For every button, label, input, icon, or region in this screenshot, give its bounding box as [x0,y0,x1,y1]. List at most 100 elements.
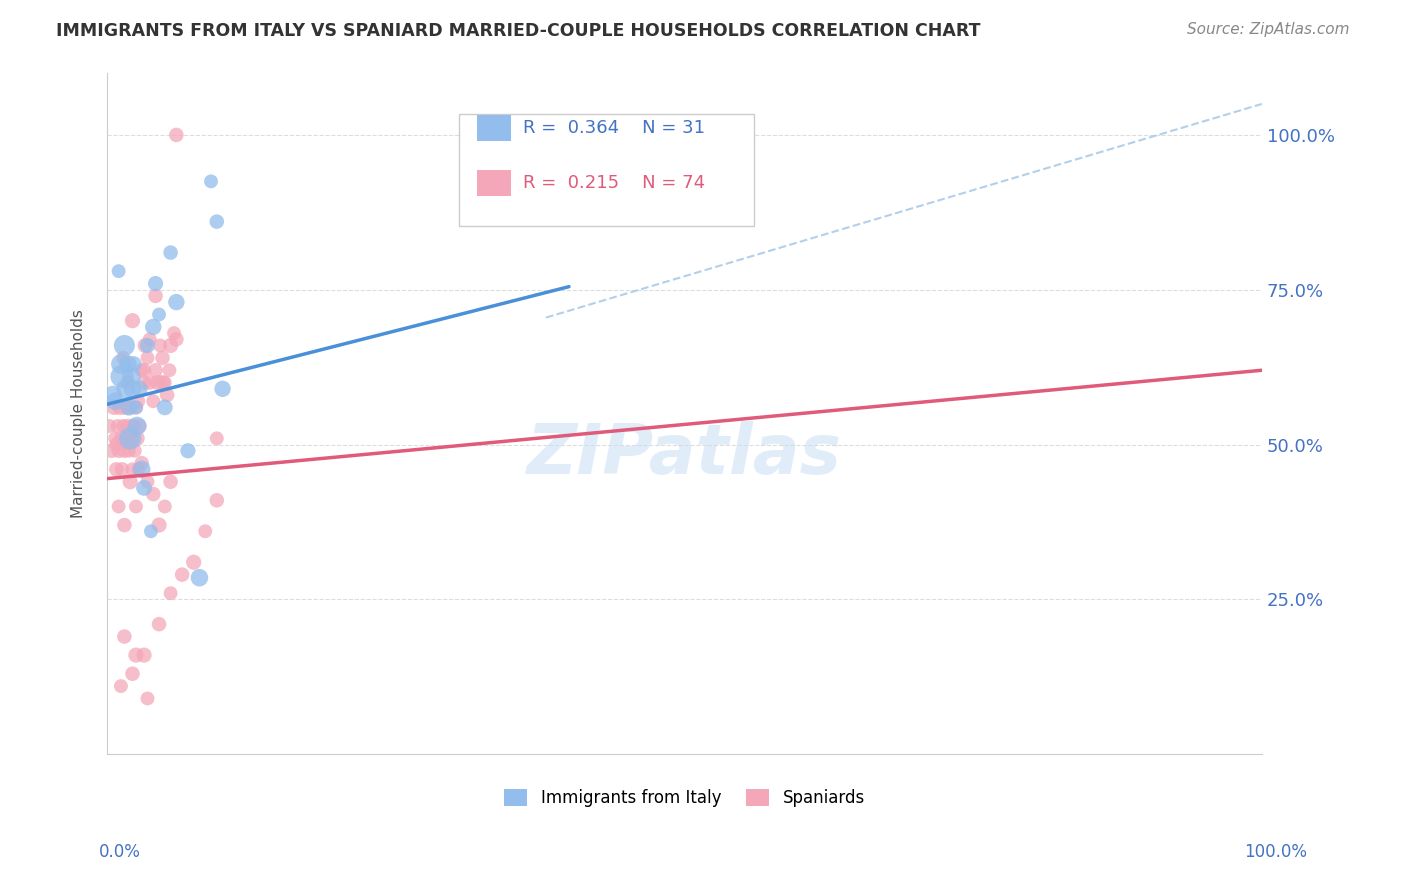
Point [118,443,141,458]
Point [149,338,172,352]
Point [165,332,187,346]
Point [136,351,159,365]
Point [153,500,176,514]
Point [127,394,149,409]
Point [139,376,162,390]
Point [139,332,162,346]
Point [117,376,139,390]
Text: R =  0.215    N = 74: R = 0.215 N = 74 [523,174,704,192]
Text: R =  0.364    N = 31: R = 0.364 N = 31 [523,120,704,137]
Point [105,462,128,476]
Point [120,431,142,445]
Point [114,382,136,396]
Point [104,394,127,409]
Point [112,443,135,458]
Point [148,308,170,322]
Text: 100.0%: 100.0% [1244,843,1308,861]
Point [127,419,149,434]
Point [112,630,135,644]
Point [156,388,179,402]
Point [136,691,159,706]
Point [122,357,145,371]
FancyBboxPatch shape [477,169,512,195]
Point [152,351,174,365]
Point [146,376,169,390]
Point [177,443,200,458]
Point [159,586,181,600]
Point [172,567,194,582]
Point [148,617,170,632]
Point [188,571,211,585]
Point [132,363,155,377]
Point [200,174,222,188]
Point [120,431,142,445]
Point [153,376,176,390]
Text: Source: ZipAtlas.com: Source: ZipAtlas.com [1187,22,1350,37]
Point [205,431,228,445]
Point [115,431,138,445]
Point [98,419,121,434]
Point [142,319,165,334]
Point [125,401,148,415]
Point [131,462,153,476]
Point [100,443,122,458]
Point [128,382,150,396]
Point [101,388,124,402]
Point [145,363,167,377]
Point [112,518,135,533]
Point [121,314,143,328]
Legend: Immigrants from Italy, Spaniards: Immigrants from Italy, Spaniards [498,782,872,814]
Point [118,401,141,415]
Point [125,648,148,662]
Point [108,401,131,415]
Point [121,382,143,396]
Point [107,443,129,458]
Point [131,363,153,377]
Point [136,475,159,489]
Point [124,443,146,458]
Point [112,338,135,352]
Point [127,462,149,476]
Point [159,245,181,260]
Point [145,277,167,291]
Point [112,419,135,434]
Point [110,431,132,445]
Point [120,401,142,415]
Point [152,376,174,390]
Point [125,500,148,514]
Point [145,289,167,303]
Point [131,456,153,470]
Point [104,431,127,445]
Point [194,524,217,539]
Point [183,555,205,569]
Point [110,679,132,693]
Point [103,401,125,415]
Point [139,524,162,539]
FancyBboxPatch shape [477,115,512,141]
Point [159,363,181,377]
Point [153,401,176,415]
Point [148,518,170,533]
Point [120,475,142,489]
Y-axis label: Married-couple Households: Married-couple Households [72,310,86,518]
Point [107,500,129,514]
Point [114,401,136,415]
Point [127,431,149,445]
Point [125,401,148,415]
Point [128,419,150,434]
FancyBboxPatch shape [460,114,754,227]
Point [205,493,228,508]
Point [211,382,233,396]
Point [205,214,228,228]
Point [111,462,134,476]
Point [107,419,129,434]
Point [134,338,156,352]
Point [142,487,165,501]
Point [132,376,155,390]
Point [105,437,128,451]
Point [112,351,135,365]
Point [121,666,143,681]
Text: 0.0%: 0.0% [98,843,141,861]
Text: IMMIGRANTS FROM ITALY VS SPANIARD MARRIED-COUPLE HOUSEHOLDS CORRELATION CHART: IMMIGRANTS FROM ITALY VS SPANIARD MARRIE… [56,22,981,40]
Text: ZIPatlas: ZIPatlas [527,421,842,488]
